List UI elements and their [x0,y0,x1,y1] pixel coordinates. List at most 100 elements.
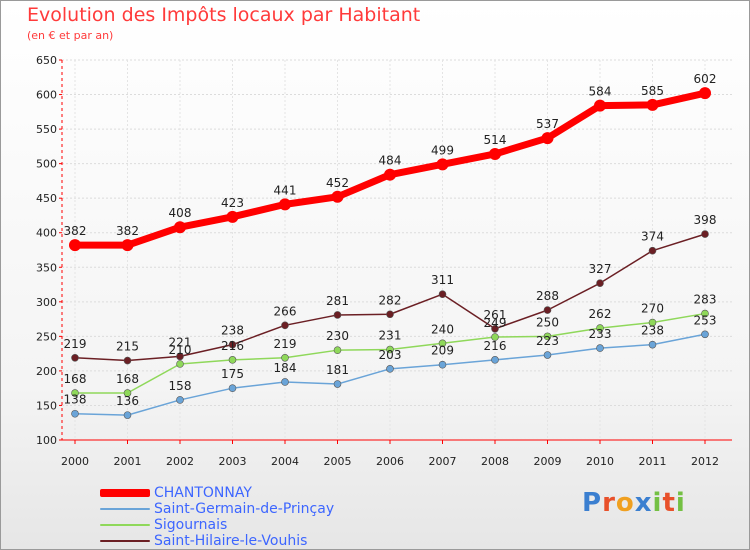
data-point-chantonnay-2000 [69,239,81,252]
data-label-saint-germain-de-princay-2004: 184 [274,361,297,375]
data-point-saint-hilaire-le-vouhis-2000 [71,353,79,362]
legend-item: Saint-Germain-de-Prinçay [100,501,334,517]
legend-swatch [100,540,150,542]
data-point-saint-hilaire-le-vouhis-2010 [596,279,604,287]
data-label-chantonnay-2005: 452 [326,176,349,190]
data-label-chantonnay-2001: 382 [116,224,139,238]
x-tick-label-2004: 2004 [271,455,299,468]
x-tick-label-2007: 2007 [429,455,457,468]
data-point-sigournais-2004 [281,353,289,362]
data-point-saint-hilaire-le-vouhis-2009 [543,306,552,314]
data-point-saint-germain-de-princay-2012 [701,330,709,339]
data-point-chantonnay-2009 [541,132,554,145]
data-label-sigournais-2007: 240 [431,322,454,336]
data-label-chantonnay-2002: 408 [169,206,192,220]
legend-label: Saint-Germain-de-Prinçay [154,501,335,517]
data-label-sigournais-2000: 168 [64,372,87,386]
y-tick-label-250: 250 [36,330,57,343]
data-label-sigournais-2004: 219 [274,337,297,351]
proxiti-logo: Proxiti [582,488,686,518]
data-label-saint-germain-de-princay-2005: 181 [326,363,349,377]
data-label-saint-germain-de-princay-2010: 233 [589,327,612,341]
data-point-chantonnay-2011 [646,98,659,111]
data-point-saint-germain-de-princay-2001 [123,411,132,419]
data-label-sigournais-2008: 249 [484,316,507,330]
y-tick-label-400: 400 [36,227,57,240]
data-point-chantonnay-2005 [331,190,344,203]
data-label-sigournais-2001: 168 [116,372,139,386]
legend-item: CHANTONNAY [100,485,334,501]
data-point-sigournais-2003 [228,356,237,364]
data-label-saint-germain-de-princay-2008: 216 [484,339,507,353]
data-point-saint-hilaire-le-vouhis-2011 [648,246,657,255]
data-point-sigournais-2001 [123,389,132,397]
data-point-saint-hilaire-le-vouhis-2007 [438,290,447,299]
data-point-saint-hilaire-le-vouhis-2012 [701,230,709,238]
data-label-chantonnay-2004: 441 [274,183,297,197]
legend-label: Saint-Hilaire-le-Vouhis [154,533,308,549]
data-point-saint-germain-de-princay-2004 [281,378,289,386]
data-point-saint-germain-de-princay-2011 [648,340,657,349]
data-point-saint-germain-de-princay-2002 [176,396,184,404]
x-tick-label-2002: 2002 [166,455,194,468]
legend-label: Sigournais [154,517,228,533]
x-tick-label-2008: 2008 [481,455,509,468]
data-point-saint-germain-de-princay-2005 [333,380,342,388]
data-label-sigournais-2011: 270 [641,302,664,316]
data-point-sigournais-2002 [176,360,184,368]
y-tick-label-300: 300 [36,296,57,309]
data-label-saint-hilaire-le-vouhis-2002: 221 [169,335,192,349]
data-label-saint-germain-de-princay-2011: 238 [641,324,664,338]
data-point-chantonnay-2012 [699,87,711,100]
data-label-saint-hilaire-le-vouhis-2006: 282 [379,293,402,307]
x-tick-label-2006: 2006 [376,455,404,468]
x-tick-label-2003: 2003 [219,455,247,468]
data-label-sigournais-2010: 262 [589,307,612,321]
data-label-saint-hilaire-le-vouhis-2009: 288 [536,289,559,303]
chart-subtitle: (en € et par an) [27,29,114,42]
data-point-saint-hilaire-le-vouhis-2008 [491,324,499,333]
data-point-chantonnay-2004 [279,198,291,211]
data-point-saint-hilaire-le-vouhis-2002 [176,352,184,361]
data-label-saint-hilaire-le-vouhis-2001: 215 [116,340,139,354]
data-label-chantonnay-2011: 585 [641,84,664,98]
data-point-sigournais-2010 [596,324,604,332]
y-tick-label-450: 450 [36,192,57,205]
data-point-chantonnay-2010 [594,99,606,112]
data-point-sigournais-2012 [701,309,709,318]
data-label-chantonnay-2007: 499 [431,143,454,157]
data-label-saint-germain-de-princay-2000: 138 [64,393,87,407]
data-point-saint-germain-de-princay-2007 [438,360,447,369]
data-point-saint-germain-de-princay-2008 [491,356,499,364]
data-point-chantonnay-2003 [226,210,239,223]
x-tick-label-2011: 2011 [639,455,667,468]
data-label-chantonnay-2009: 537 [536,117,559,131]
data-point-sigournais-2005 [333,346,342,354]
chart-title: Evolution des Impôts locaux par Habitant [27,4,421,26]
chart-legend: CHANTONNAY Saint-Germain-de-Prinçay Sigour… [100,485,334,549]
data-point-saint-hilaire-le-vouhis-2001 [123,356,132,365]
data-label-saint-germain-de-princay-2007: 209 [431,344,454,358]
data-label-sigournais-2009: 250 [536,315,559,329]
y-tick-label-200: 200 [36,365,57,378]
data-label-saint-hilaire-le-vouhis-2004: 266 [274,304,297,318]
legend-swatch [100,524,150,526]
data-label-chantonnay-2008: 514 [484,133,507,147]
x-tick-label-2009: 2009 [534,455,562,468]
x-tick-label-2012: 2012 [691,455,719,468]
data-point-sigournais-2007 [438,339,447,348]
x-tick-label-2010: 2010 [586,455,614,468]
data-point-saint-hilaire-le-vouhis-2004 [281,321,289,330]
data-label-chantonnay-2000: 382 [64,224,87,238]
data-point-saint-germain-de-princay-2009 [543,351,552,359]
data-point-saint-hilaire-le-vouhis-2003 [228,340,237,349]
data-point-sigournais-2006 [386,345,394,354]
x-tick-label-2001: 2001 [114,455,142,468]
data-point-chantonnay-2006 [384,168,396,181]
data-point-sigournais-2009 [543,332,552,341]
y-tick-label-500: 500 [36,158,57,171]
data-label-sigournais-2003: 216 [221,339,244,353]
data-point-saint-germain-de-princay-2003 [228,384,237,392]
y-tick-label-600: 600 [36,89,57,102]
